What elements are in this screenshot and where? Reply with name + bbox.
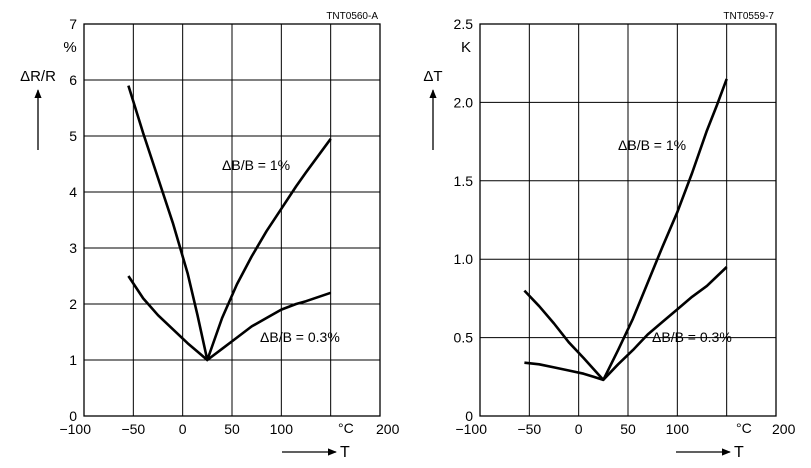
chart-left: TNT0560-A 0 1 2 3 4 5 6 7 −100 −50 0 50 100 200 % ΔR…	[20, 11, 400, 461]
y-tick-label: 1.0	[454, 251, 474, 267]
x-tick-label: 200	[772, 421, 796, 437]
plot-frame-left	[83, 23, 381, 417]
y-tick-label: 2.0	[454, 94, 474, 110]
series-right	[523, 78, 728, 382]
x-unit-left: °C	[338, 420, 354, 436]
y-tick-label: 1	[69, 352, 77, 368]
y-tick-label: 7	[69, 16, 77, 32]
y-tick-label: 6	[69, 72, 77, 88]
annotation-right-03pct: ΔB/B = 0.3%	[652, 329, 732, 345]
x-tick-label: −100	[455, 421, 487, 437]
chart-right: TNT0559-7 0 0.5 1.0 1.5 2.0 2.5 −100 −50 0 50 100…	[423, 11, 795, 461]
y-tick-label: 0.5	[454, 330, 474, 346]
series-line-right-2	[524, 361, 604, 382]
xticks-right: −100 −50 0 50 100 200	[455, 421, 795, 437]
series-line-right-0	[602, 78, 728, 381]
y-axis-label-left: ΔR/R	[20, 68, 56, 85]
x-tick-label: 50	[620, 421, 636, 437]
y-tick-label: 5	[69, 128, 77, 144]
y-tick-label: 2	[69, 296, 77, 312]
y-unit-right: K	[461, 39, 471, 56]
annotation-right-1pct: ΔB/B = 1%	[618, 137, 686, 153]
annotation-left-03pct: ΔB/B = 0.3%	[260, 329, 340, 345]
series-left	[127, 85, 332, 362]
y-unit-left: %	[63, 39, 76, 56]
y-tick-label: 1.5	[454, 173, 474, 189]
series-line-right-1	[523, 266, 728, 382]
plot-frame-right	[479, 23, 777, 417]
y-axis-label-right: ΔT	[423, 68, 442, 85]
y-tick-label: 3	[69, 240, 77, 256]
chart-ref-right: TNT0559-7	[723, 11, 774, 22]
x-axis-label-left: T	[340, 444, 350, 461]
y-tick-label: 0	[465, 408, 473, 424]
yticks-right: 0 0.5 1.0 1.5 2.0 2.5	[454, 16, 474, 424]
series-line-left-1	[127, 275, 332, 362]
x-tick-label: −50	[121, 421, 145, 437]
x-tick-label: 200	[376, 421, 400, 437]
x-tick-label: 0	[179, 421, 187, 437]
yticks-left: 0 1 2 3 4 5 6 7	[69, 16, 77, 424]
x-tick-label: 100	[270, 421, 294, 437]
x-tick-label: 50	[224, 421, 240, 437]
chart-ref-left: TNT0560-A	[326, 11, 378, 22]
x-tick-label: −100	[59, 421, 91, 437]
xticks-left: −100 −50 0 50 100 200	[59, 421, 399, 437]
y-tick-label: 0	[69, 408, 77, 424]
x-axis-label-right: T	[734, 444, 744, 461]
x-unit-right: °C	[736, 420, 752, 436]
grid-left	[84, 24, 380, 416]
grid-right	[480, 24, 776, 416]
annotation-left-1pct: ΔB/B = 1%	[222, 157, 290, 173]
y-tick-label: 2.5	[454, 16, 474, 32]
x-tick-label: 100	[666, 421, 690, 437]
y-tick-label: 4	[69, 184, 77, 200]
x-tick-label: 0	[575, 421, 583, 437]
series-line-left-0	[127, 85, 332, 362]
x-tick-label: −50	[517, 421, 541, 437]
